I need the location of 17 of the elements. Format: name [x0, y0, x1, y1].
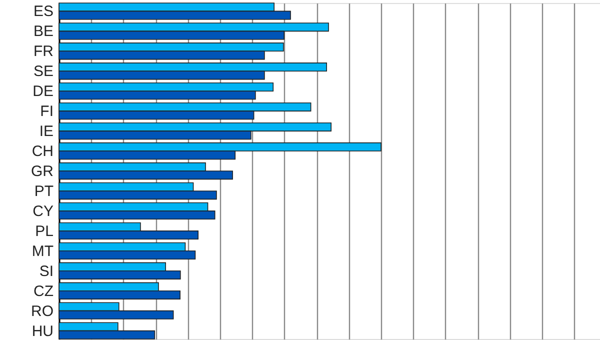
- y-tick-label: MT: [32, 242, 54, 260]
- y-tick-label: FI: [40, 103, 54, 120]
- y-tick-label: BE: [33, 23, 54, 40]
- y-tick-label: PL: [35, 222, 54, 240]
- y-tick-label: SI: [39, 262, 54, 280]
- y-tick-label: SE: [33, 63, 54, 80]
- y-tick-label: ES: [33, 3, 54, 20]
- y-tick-label: PT: [34, 182, 54, 200]
- y-tick-label: CY: [32, 202, 54, 220]
- y-tick-label: CZ: [34, 282, 54, 300]
- y-tick-label: FR: [34, 43, 54, 60]
- y-tick-label: CH: [32, 143, 54, 160]
- y-tick-label: HU: [32, 322, 54, 340]
- y-tick-label: RO: [31, 302, 54, 320]
- y-tick-label: GR: [31, 163, 54, 180]
- y-tick-label: DE: [32, 83, 54, 100]
- y-tick-label: IE: [39, 123, 54, 140]
